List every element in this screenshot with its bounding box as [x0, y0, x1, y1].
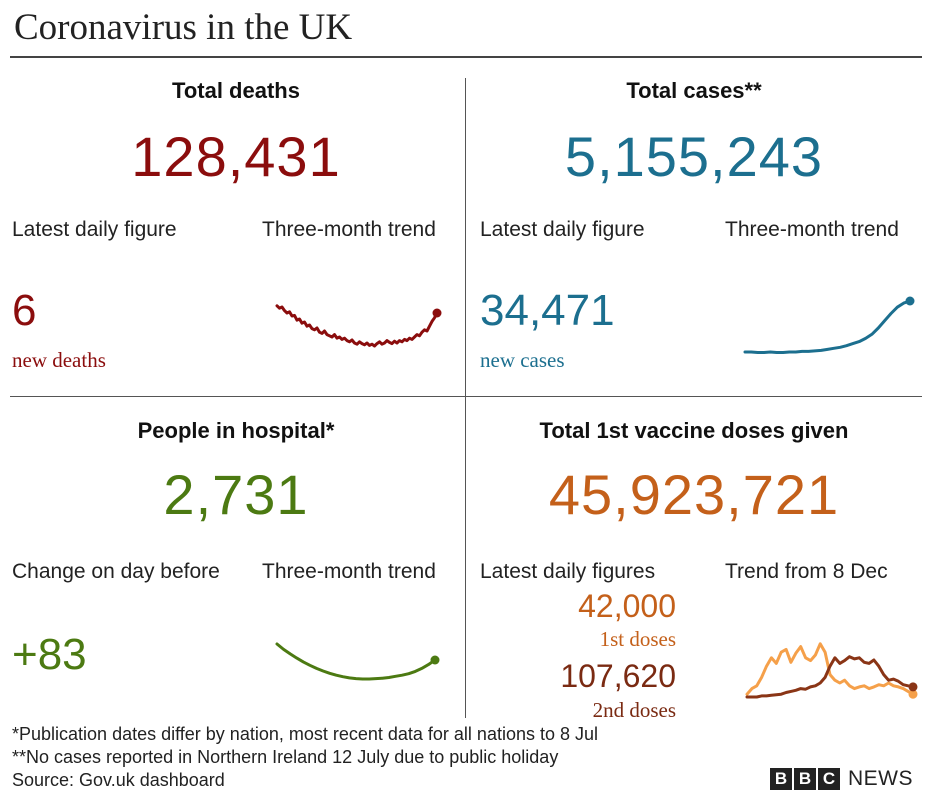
vaccine-first-sub: 1st doses [599, 627, 676, 651]
first-doses-trend-line [745, 642, 915, 696]
hospital-daily-label: Change on day before [12, 560, 220, 583]
deaths-trend-line [275, 304, 439, 348]
deaths-trend-end-point [432, 308, 442, 318]
bbc-logo-letter: B [770, 768, 792, 790]
hospital-trend-line [275, 642, 437, 681]
cases-heading: Total cases** [626, 78, 762, 103]
vaccine-first-value: 42,000 [578, 588, 676, 624]
cases-daily-sub: new cases [480, 348, 565, 372]
bbc-news-wordmark: NEWS [848, 767, 913, 790]
hospital-daily-value: +83 [12, 630, 87, 679]
second-doses-trend-end-point [908, 682, 918, 692]
cases-daily-value: 34,471 [480, 286, 615, 335]
deaths-daily-label: Latest daily figure [12, 218, 177, 241]
deaths-total: 128,431 [131, 125, 341, 188]
deaths-trend-label: Three-month trend [262, 218, 436, 241]
cases-trend-line [743, 299, 912, 354]
cases-total: 5,155,243 [564, 125, 824, 188]
vertical-divider [465, 78, 466, 718]
vaccine-total: 45,923,721 [548, 463, 840, 526]
vaccine-daily-label: Latest daily figures [480, 560, 656, 583]
hospital-trend-end-point [430, 655, 440, 665]
cases-daily-label: Latest daily figure [480, 218, 645, 241]
title-rule [10, 56, 922, 58]
vaccine-second-sub: 2nd doses [592, 698, 676, 722]
vaccine-heading: Total 1st vaccine doses given [539, 418, 849, 443]
second-doses-trend-line [745, 655, 915, 699]
vaccine-second-value: 107,620 [560, 658, 676, 694]
hospital-total: 2,731 [163, 463, 309, 526]
cases-trend-end-point [905, 296, 915, 306]
first-doses-trend-end-point [908, 689, 918, 699]
bbc-news-logo: B B C NEWS [770, 767, 913, 791]
horizontal-divider [10, 396, 922, 397]
cases-trend-label: Three-month trend [725, 218, 899, 241]
deaths-trend-chart [275, 304, 442, 348]
footnote-northern-ireland: **No cases reported in Northern Ireland … [12, 747, 559, 767]
vaccine-trend-chart [745, 642, 918, 699]
cases-trend-chart [743, 296, 915, 354]
bbc-logo-letter: B [794, 768, 816, 790]
page-title: Coronavirus in the UK [14, 7, 353, 48]
hospital-heading: People in hospital* [137, 418, 335, 443]
deaths-daily-sub: new deaths [12, 348, 106, 372]
deaths-heading: Total deaths [172, 78, 300, 103]
hospital-trend-chart [275, 642, 440, 681]
hospital-trend-label: Three-month trend [262, 560, 436, 583]
source-note: Source: Gov.uk dashboard [12, 770, 225, 790]
vaccine-trend-label: Trend from 8 Dec [725, 560, 888, 583]
bbc-logo-letter: C [818, 768, 840, 790]
footnote-publication-dates: *Publication dates differ by nation, mos… [12, 724, 599, 744]
deaths-daily-value: 6 [12, 286, 37, 335]
